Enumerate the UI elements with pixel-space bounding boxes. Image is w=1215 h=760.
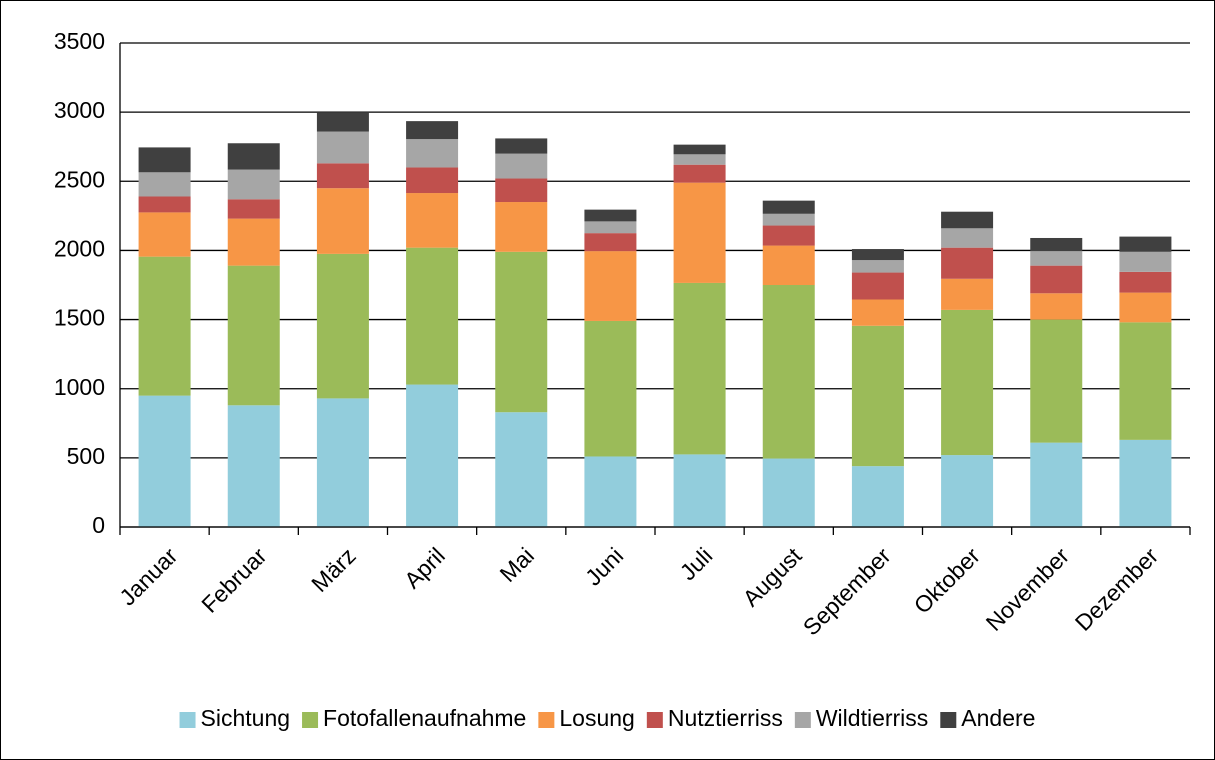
- bar-segment: [1119, 322, 1172, 440]
- bar-segment: [406, 167, 459, 194]
- bar-segment: [227, 405, 280, 527]
- bar-segment: [584, 233, 637, 252]
- y-tick-label: 500: [67, 443, 105, 469]
- legend-label: Sichtung: [201, 705, 291, 731]
- bar-segment: [584, 221, 637, 234]
- bar-segment: [495, 251, 548, 413]
- bar-segment: [1119, 292, 1172, 323]
- bar-segment: [406, 247, 459, 385]
- legend-swatch: [538, 712, 555, 728]
- bar-segment: [495, 178, 548, 203]
- bar-segment: [584, 456, 637, 527]
- bar-segment: [762, 213, 815, 226]
- bar-segment: [584, 209, 637, 222]
- legend-swatch: [646, 712, 663, 728]
- bar-segment: [1030, 251, 1083, 266]
- bar-segment: [584, 320, 637, 457]
- y-tick-label: 0: [92, 512, 105, 538]
- legend-label: Nutztierriss: [668, 705, 783, 731]
- bar-segment: [138, 172, 191, 197]
- y-tick-label: 1500: [54, 305, 105, 331]
- legend-swatch: [302, 712, 319, 728]
- bar-segment: [227, 169, 280, 200]
- bar-segment: [851, 325, 904, 467]
- bar-segment: [316, 253, 369, 399]
- legend-swatch: [794, 712, 811, 728]
- bar-segment: [941, 278, 994, 310]
- bar-segment: [316, 131, 369, 164]
- bar-segment: [941, 247, 994, 279]
- bar-segment: [941, 211, 994, 229]
- bar-segment: [316, 163, 369, 189]
- bar-segment: [673, 182, 726, 283]
- bar-segment: [1119, 251, 1172, 272]
- bar-segment: [762, 225, 815, 246]
- bar-segment: [1030, 265, 1083, 294]
- bar-segment: [316, 188, 369, 254]
- bar-segment: [495, 153, 548, 179]
- bar-segment: [227, 143, 280, 170]
- y-tick-label: 2000: [54, 236, 105, 262]
- bar-segment: [851, 466, 904, 527]
- bar-segment: [941, 228, 994, 248]
- bar-segment: [851, 249, 904, 261]
- bar-segment: [138, 196, 191, 213]
- bar-segment: [851, 260, 904, 273]
- bar-segment: [851, 299, 904, 326]
- bar-segment: [762, 285, 815, 459]
- y-tick-label: 1000: [54, 374, 105, 400]
- bar-segment: [1119, 439, 1172, 527]
- legend-swatch: [940, 712, 957, 728]
- y-tick-label: 3500: [54, 28, 105, 54]
- bar-segment: [1030, 237, 1083, 252]
- y-tick-label: 3000: [54, 97, 105, 123]
- bar-segment: [584, 251, 637, 321]
- bar-segment: [316, 398, 369, 527]
- bar-segment: [673, 454, 726, 527]
- bar-segment: [406, 121, 459, 140]
- legend: Sichtung Fotofallenaufnahme Losung Nutztier…: [179, 705, 1035, 731]
- bar-segment: [941, 309, 994, 456]
- bar-segment: [406, 139, 459, 168]
- legend-label: Losung: [559, 705, 634, 731]
- bar-segment: [495, 412, 548, 527]
- bar-segment: [138, 212, 191, 257]
- bar-segment: [138, 395, 191, 527]
- bar-segment: [762, 458, 815, 527]
- bar-segment: [673, 164, 726, 183]
- bar-segment: [406, 384, 459, 527]
- bar-segment: [227, 218, 280, 266]
- bar-segment: [495, 202, 548, 252]
- bar-segment: [316, 112, 369, 132]
- bar-segment: [138, 256, 191, 396]
- bar-segment: [227, 199, 280, 219]
- bar-segment: [227, 265, 280, 406]
- bar-segment: [495, 138, 548, 154]
- bar-segment: [1119, 236, 1172, 252]
- bar-segment: [762, 200, 815, 214]
- bar-segment: [673, 154, 726, 165]
- legend-label: Wildtierriss: [816, 705, 928, 731]
- legend-label: Andere: [961, 705, 1035, 731]
- bar-segment: [1030, 319, 1083, 443]
- bar-segment: [1119, 271, 1172, 293]
- bar-segment: [673, 144, 726, 155]
- bar-segment: [138, 147, 191, 173]
- bar-segment: [406, 193, 459, 248]
- y-tick-label: 2500: [54, 166, 105, 192]
- bar-segment: [762, 245, 815, 285]
- legend-swatch: [179, 712, 196, 728]
- bar-segment: [941, 455, 994, 527]
- legend-label: Fotofallenaufnahme: [323, 705, 526, 731]
- bar-segment: [673, 282, 726, 455]
- bar-segment: [1030, 293, 1083, 320]
- bar-segment: [1030, 442, 1083, 527]
- bar-segment: [851, 272, 904, 300]
